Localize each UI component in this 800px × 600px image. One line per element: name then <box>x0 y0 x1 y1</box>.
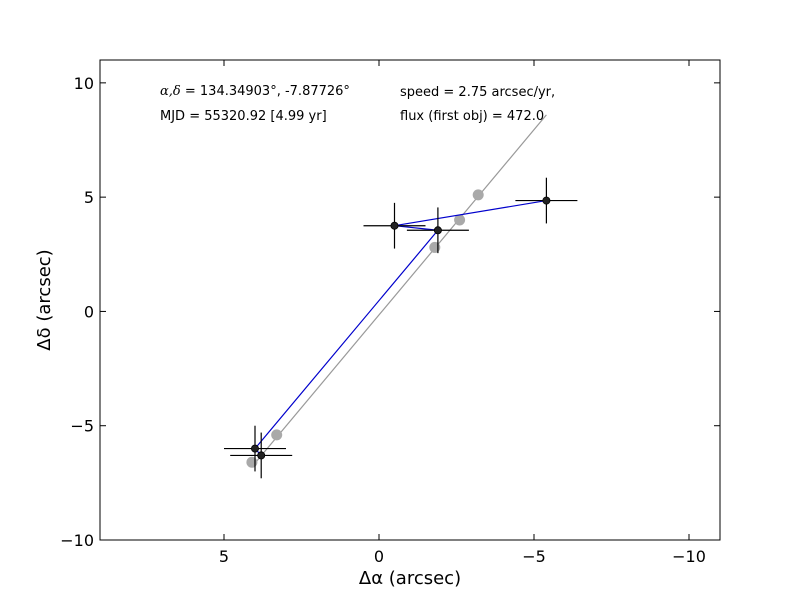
observed-point <box>542 196 551 205</box>
y-tick-label: 0 <box>84 302 94 321</box>
predicted-point <box>429 241 441 253</box>
predicted-point <box>246 456 258 468</box>
observed-point <box>257 451 266 460</box>
speed-annotation: speed = 2.75 arcsec/yr, <box>400 85 555 100</box>
x-tick-label: 0 <box>374 547 384 566</box>
coords-value: = 134.34903°, -7.87726° <box>181 84 350 99</box>
observed-point <box>433 226 442 235</box>
y-tick-label: −10 <box>60 531 94 550</box>
x-tick-label: 5 <box>219 547 229 566</box>
coords-symbol: α,δ <box>160 84 181 99</box>
y-tick-label: −5 <box>70 417 94 436</box>
observed-point <box>390 221 399 230</box>
data-marks <box>224 177 578 479</box>
coords-annotation: α,δ = 134.34903°, -7.87726° <box>160 84 350 99</box>
axes-frame <box>99 59 721 541</box>
y-tick-label: 10 <box>74 74 94 93</box>
flux-annotation: flux (first obj) = 472.0 <box>400 109 544 124</box>
predicted-point <box>271 429 283 441</box>
y-axis-label: Δδ (arcsec) <box>34 249 55 350</box>
mjd-annotation: MJD = 55320.92 [4.99 yr] <box>160 109 327 124</box>
motion-line <box>251 114 547 468</box>
predicted-point <box>454 214 466 226</box>
axis-ticks: 5 0 −5 −10 10 5 0 −5 −10 <box>60 60 720 566</box>
x-tick-label: −10 <box>672 547 706 566</box>
observed-point <box>250 444 259 453</box>
x-tick-label: −5 <box>522 547 546 566</box>
x-axis-label: Δα (arcsec) <box>359 568 461 589</box>
y-tick-label: 5 <box>84 188 94 207</box>
predicted-point <box>472 189 484 201</box>
